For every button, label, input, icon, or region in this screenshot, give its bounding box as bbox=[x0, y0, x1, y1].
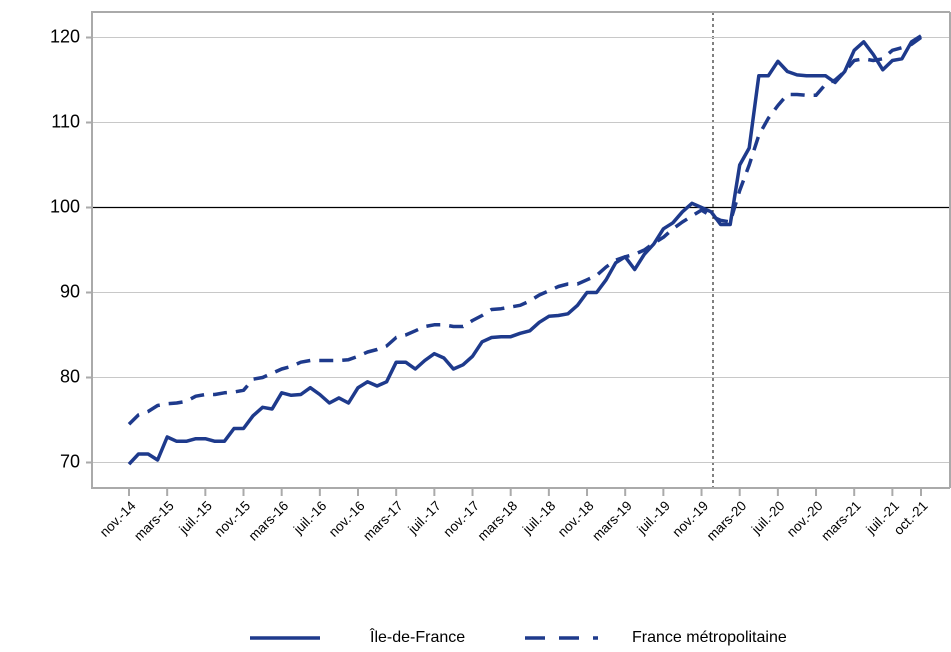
x-tick-label: mars-19 bbox=[589, 498, 635, 544]
x-tick-label: juil.-16 bbox=[290, 498, 329, 537]
x-tick-label: mars-18 bbox=[475, 498, 521, 544]
plot-frame bbox=[91, 11, 950, 489]
y-tick-label: 100 bbox=[50, 196, 80, 216]
x-tick-label: mars-20 bbox=[704, 498, 750, 544]
x-tick-label: mars-15 bbox=[131, 498, 177, 544]
x-tick-label: juil.-19 bbox=[634, 498, 673, 537]
y-tick-label: 110 bbox=[51, 111, 80, 131]
y-tick-label: 70 bbox=[60, 451, 80, 471]
x-tick-label: juil.-17 bbox=[405, 498, 444, 537]
x-tick-label: juil.-20 bbox=[748, 498, 787, 537]
x-tick-label: mars-16 bbox=[246, 498, 292, 544]
series-line bbox=[127, 34, 922, 466]
y-tick-label: 80 bbox=[60, 366, 80, 386]
y-tick-label: 120 bbox=[50, 26, 80, 46]
x-tick-label: juil.-15 bbox=[176, 498, 215, 537]
x-tick-label: mars-21 bbox=[818, 498, 864, 544]
x-tick-label: mars-17 bbox=[360, 498, 406, 544]
legend-label: France métropolitaine bbox=[632, 629, 787, 646]
y-tick-label: 90 bbox=[60, 281, 80, 301]
series-line bbox=[127, 36, 923, 426]
legend-label: Île-de-France bbox=[369, 627, 465, 646]
x-tick-label: juil.-18 bbox=[519, 498, 558, 537]
